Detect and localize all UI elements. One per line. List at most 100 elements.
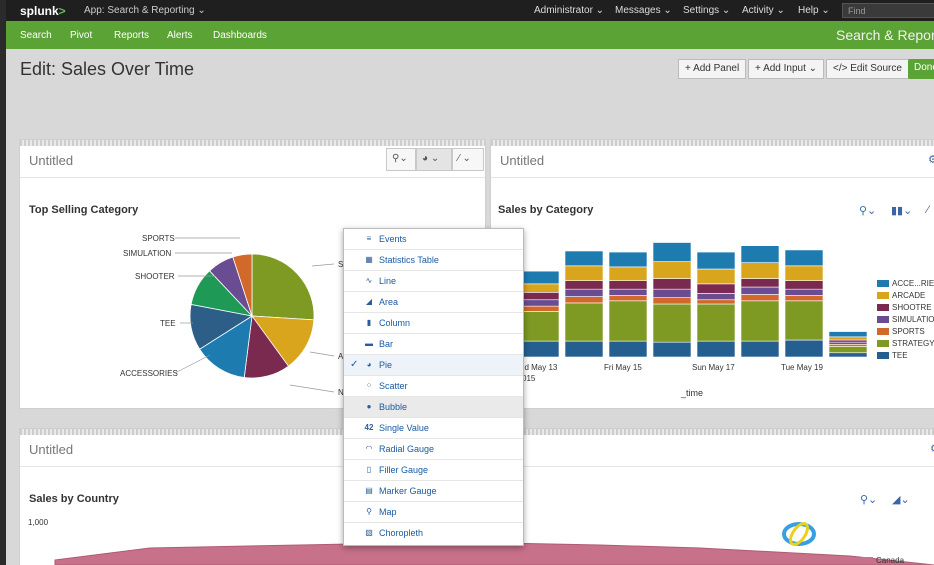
pie-label: S [338,260,344,269]
map-pin-icon: ⚲ [366,507,372,516]
menu-item-marker-gauge[interactable]: ▤ Marker Gauge [344,481,523,502]
pie-chart-icon: ◕ [366,360,372,369]
pie-label: N [338,388,344,397]
legend-item[interactable]: SHOOTRE [877,303,932,312]
panel-drag-handle[interactable] [20,140,485,146]
menu-item-filler-gauge[interactable]: ▯ Filler Gauge [344,460,523,481]
settings-menu[interactable]: Settings ⌄ [683,5,731,16]
page-title: Edit: Sales Over Time [20,59,195,79]
column-chart-icon[interactable]: ▮▮⌄ [891,205,913,217]
legend-item[interactable]: SIMULATION [877,315,934,324]
pie-label: SHOOTER [135,272,175,281]
legend-item[interactable]: ARCADE [877,291,925,300]
nav-pivot[interactable]: Pivot [70,30,93,41]
app-menu[interactable]: App: Search & Reporting ⌄ [84,5,206,16]
bar-segment-strategy[interactable] [784,300,824,341]
y-tick-label: 1,000 [28,518,49,527]
bar-segment-strategy[interactable] [652,303,692,343]
pie-leader-line [311,263,335,267]
bar-segment-strategy[interactable] [740,300,780,342]
pie-label: SIMULATION [123,249,172,258]
done-button[interactable]: Done [908,59,934,79]
bar-segment-acceries[interactable] [784,249,824,267]
panel-drag-handle[interactable] [491,140,934,146]
gear-icon[interactable]: ⚙ [930,442,934,455]
search-icon[interactable]: ⚲⌄ [386,148,416,171]
pie-slice-arcade[interactable] [251,315,315,367]
table-icon: ▦ [365,255,373,264]
messages-menu[interactable]: Messages ⌄ [615,5,672,16]
menu-item-scatter[interactable]: ⁘ Scatter [344,376,523,397]
search-icon[interactable]: ⚲⌄ [860,494,878,506]
legend-item[interactable]: Canada [861,556,904,565]
bar-segment-acceries[interactable] [564,250,604,267]
bubble-chart-icon: ● [366,402,372,411]
nav-search[interactable]: Search [20,30,52,41]
administrator-menu[interactable]: Administrator ⌄ [534,5,605,16]
menu-item-choropleth[interactable]: ▧ Choropleth [344,523,523,544]
activity-menu[interactable]: Activity ⌄ [742,5,785,16]
pie-label: TEE [160,319,176,328]
nav-alerts[interactable]: Alerts [167,30,193,41]
find-input[interactable]: Find [842,3,934,18]
bar-segment-acceries[interactable] [696,251,736,270]
area-chart-icon: ◢ [365,297,373,306]
app-nav-bar: Search Pivot Reports Alerts Dashboards S… [6,21,934,49]
menu-item-bubble[interactable]: ● Bubble [344,397,523,418]
menu-item-area[interactable]: ◢ Area [344,292,523,313]
bar-segment-acceries[interactable] [828,331,868,338]
bar-segment-strategy[interactable] [564,302,604,342]
panel-title[interactable]: Untitled [29,442,74,457]
pie-leader-line [289,384,335,393]
bar-segment-acceries[interactable] [652,242,692,262]
nav-reports[interactable]: Reports [114,30,150,41]
gear-icon[interactable]: ⚙ [928,154,934,166]
menu-item-radial-gauge[interactable]: ◠ Radial Gauge [344,439,523,460]
pie-slice-accessories[interactable] [199,315,253,378]
legend-item[interactable]: SPORTS [877,327,925,336]
add-input-button[interactable]: + Add Input ⌄ [748,59,825,79]
panel-title[interactable]: Untitled [500,153,545,168]
divider [491,177,934,178]
splunk-logo[interactable]: splunk> [20,4,66,18]
column-chart-icon: ▮ [366,318,372,327]
menu-item-pie[interactable]: ✓ ◕ Pie [344,355,523,376]
menu-item-statistics-table[interactable]: ▦ Statistics Table [344,250,523,271]
menu-item-column[interactable]: ▮ Column [344,313,523,334]
bar-segment-strategy[interactable] [520,311,560,342]
pie-label: A [338,352,344,361]
watermark-logo-icon [782,522,816,546]
add-panel-button[interactable]: + Add Panel [678,59,747,79]
menu-item-events[interactable]: ≡ Events [344,229,523,250]
pie-slice-sports[interactable] [232,253,253,317]
menu-item-bar[interactable]: ▬ Bar [344,334,523,355]
menu-item-line[interactable]: ∿ Line [344,271,523,292]
legend-item[interactable]: TEE [877,351,908,360]
pie-leader-line [309,351,335,357]
viz-title: Sales by Country [29,493,119,505]
legend-item[interactable]: STRATEGY [877,339,934,348]
area-series-canada [54,541,934,565]
nav-dashboards[interactable]: Dashboards [213,30,267,41]
x-tick-label: Tue May 19 [781,363,823,372]
help-menu[interactable]: Help ⌄ [798,5,830,16]
area-chart-icon[interactable]: ◢⌄ [892,494,910,506]
format-icon[interactable]: ⁄ ⌄ [452,148,484,171]
bar-segment-acceries[interactable] [608,251,648,268]
search-icon[interactable]: ⚲⌄ [859,205,877,217]
x-tick-label: Sun May 17 [692,363,735,372]
pie-chart-icon[interactable]: ◕ ⌄ [416,148,452,171]
menu-item-map[interactable]: ⚲ Map [344,502,523,523]
x-tick-label: ed May 13 [520,363,558,372]
bar-segment-strategy[interactable] [608,300,648,342]
format-icon[interactable]: ⁄ [927,204,929,216]
bar-segment-acceries[interactable] [740,245,780,263]
legend-item[interactable]: ACCE...RIES [877,279,934,288]
menu-item-single-value[interactable]: 42 Single Value [344,418,523,439]
line-chart-icon: ∿ [365,276,373,285]
pie-slice-strategy[interactable] [251,253,315,321]
viz-title: Sales by Category [498,204,594,216]
panel-title[interactable]: Untitled [29,153,74,168]
x-tick-label: 015 [522,374,536,383]
